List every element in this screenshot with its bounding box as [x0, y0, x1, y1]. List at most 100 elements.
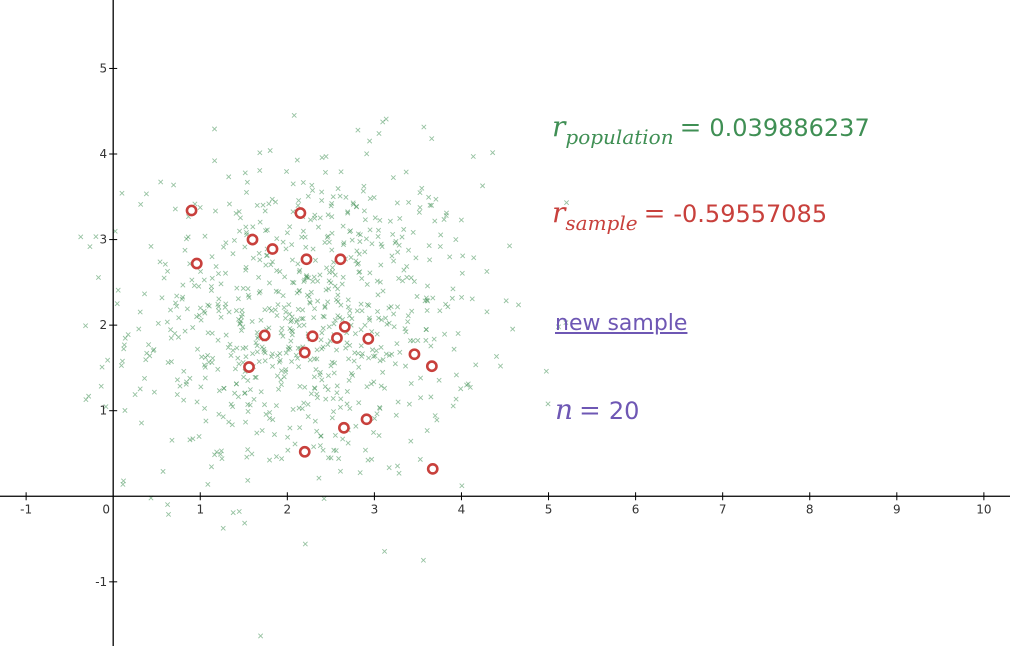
population-point: [383, 351, 389, 357]
population-point: [194, 346, 201, 352]
population-point: [423, 337, 429, 343]
population-point: [380, 288, 386, 294]
population-point: [371, 430, 377, 436]
population-point: [408, 380, 414, 387]
population-point: [424, 297, 430, 303]
population-point: [372, 353, 378, 359]
population-point: [332, 283, 338, 289]
population-point: [354, 308, 360, 314]
population-point: [279, 325, 285, 331]
population-point: [325, 342, 331, 348]
population-point: [428, 343, 434, 349]
population-point: [249, 451, 255, 457]
population-point: [226, 419, 232, 425]
population-point: [284, 230, 290, 236]
sample-point: [408, 348, 421, 361]
population-point: [243, 419, 249, 425]
population-point: [321, 314, 327, 320]
population-point: [208, 464, 214, 470]
population-point: [371, 416, 378, 422]
sample-size: n = 20: [555, 393, 639, 426]
population-point: [269, 259, 275, 265]
population-point: [292, 441, 298, 447]
population-point: [396, 275, 402, 281]
population-point: [179, 296, 185, 302]
population-point: [417, 456, 423, 462]
population-point: [311, 374, 317, 380]
population-point: [184, 306, 190, 312]
population-point: [233, 210, 239, 216]
population-point: [256, 359, 262, 365]
population-point: [218, 314, 224, 320]
population-point: [181, 368, 187, 374]
population-point: [348, 228, 354, 234]
population-point: [404, 274, 410, 280]
population-point: [369, 329, 375, 335]
population-point: [98, 383, 104, 389]
population-point: [257, 219, 263, 225]
population-point: [168, 335, 174, 341]
population-point: [411, 278, 417, 284]
population-point: [273, 403, 279, 409]
population-point: [297, 425, 303, 431]
population-point: [340, 274, 346, 280]
population-point: [304, 292, 310, 298]
population-point: [447, 254, 453, 260]
population-point: [345, 209, 351, 215]
population-point: [187, 437, 193, 443]
tick-marks: -1 0 1 2 3 4 5 6 7 8 9 10 -1 1 2 3 4 5: [20, 61, 991, 588]
population-point: [242, 170, 248, 176]
population-point: [266, 280, 272, 286]
population-point: [328, 203, 334, 209]
population-point: [324, 265, 330, 271]
population-point: [197, 205, 203, 211]
population-point: [395, 399, 401, 405]
population-point: [168, 327, 174, 333]
population-point: [417, 190, 423, 196]
population-point: [264, 253, 270, 259]
population-point: [245, 477, 251, 483]
population-point: [218, 448, 224, 454]
population-point: [240, 285, 246, 291]
population-point: [503, 298, 509, 304]
population-point: [266, 201, 272, 207]
population-point: [354, 248, 360, 254]
population-point: [291, 280, 297, 286]
population-point: [357, 239, 363, 245]
new-sample-link[interactable]: new sample: [555, 311, 688, 336]
population-point: [256, 250, 262, 256]
population-point: [415, 337, 421, 343]
population-point: [377, 217, 383, 223]
population-point: [386, 305, 392, 311]
x-tick-label: 1: [196, 502, 204, 516]
population-point: [414, 293, 420, 299]
population-point: [236, 209, 242, 215]
population-point: [318, 433, 324, 439]
population-point: [340, 316, 346, 323]
population-point: [243, 189, 250, 195]
population-point: [380, 357, 386, 363]
population-point: [367, 227, 373, 233]
population-point: [282, 274, 288, 280]
population-point: [410, 229, 416, 235]
population-point: [343, 194, 349, 200]
population-point: [291, 112, 297, 118]
population-point: [337, 193, 343, 199]
population-point: [305, 414, 311, 420]
population-point: [563, 320, 569, 326]
population-point: [202, 233, 208, 239]
sample-point: [338, 320, 351, 333]
population-point: [190, 436, 196, 442]
population-point: [287, 425, 293, 431]
population-subscript: population: [565, 125, 674, 149]
population-point: [236, 509, 242, 515]
population-point: [230, 404, 236, 410]
population-point: [310, 278, 316, 284]
population-point: [290, 181, 296, 187]
population-point: [305, 275, 312, 281]
population-point: [237, 215, 243, 221]
population-point: [369, 241, 375, 247]
population-point: [300, 179, 306, 186]
population-point: [230, 347, 236, 353]
population-point: [229, 422, 235, 428]
